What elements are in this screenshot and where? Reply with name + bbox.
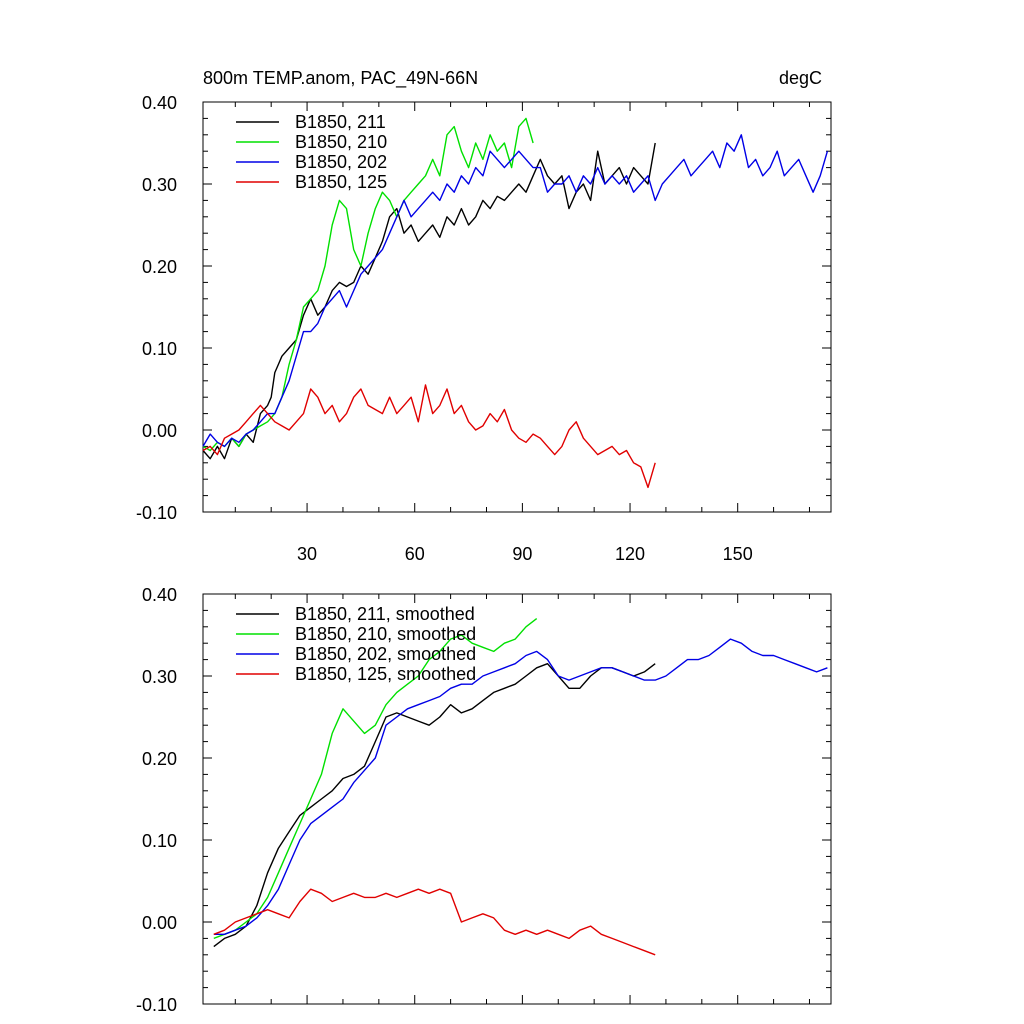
legend-label: B1850, 210, smoothed — [295, 624, 476, 644]
chart-title: 800m TEMP.anom, PAC_49N-66N — [203, 68, 478, 89]
y-tick-label: 0.10 — [142, 831, 177, 851]
legend-label: B1850, 202, smoothed — [295, 644, 476, 664]
bottom-panel: -0.10 0.00 0.10 0.20 0.30 0.40 B1850, 211, sm… — [136, 585, 832, 1015]
x-axis-bottom — [234, 594, 810, 1004]
y-tick-label: 0.20 — [142, 749, 177, 769]
y-tick-label: 0.20 — [142, 257, 177, 277]
series-group-top — [202, 117, 829, 489]
y-tick-label: -0.10 — [136, 995, 177, 1015]
x-tick-label: 120 — [615, 544, 645, 564]
legend-label: B1850, 125, smoothed — [295, 664, 476, 684]
x-axis-top: 30 60 90 120 150 — [234, 102, 810, 564]
legend-label: B1850, 125 — [295, 172, 387, 192]
legend-label: B1850, 211 — [295, 112, 386, 132]
y-tick-label: 0.10 — [142, 339, 177, 359]
series-line-0 — [213, 663, 656, 948]
y-axis-bottom: -0.10 0.00 0.10 0.20 0.30 0.40 — [136, 585, 831, 1015]
x-tick-label: 30 — [297, 544, 317, 564]
y-axis-top: -0.10 0.00 0.10 0.20 0.30 0.40 — [136, 93, 831, 523]
units-label: degC — [779, 68, 822, 88]
legend-label: B1850, 210 — [295, 132, 387, 152]
legend-label: B1850, 202 — [295, 152, 387, 172]
y-tick-label: 0.30 — [142, 175, 177, 195]
x-tick-label: 60 — [405, 544, 425, 564]
y-tick-label: 0.00 — [142, 913, 177, 933]
y-tick-label: 0.00 — [142, 421, 177, 441]
plot-frame-bottom — [202, 593, 832, 1005]
series-line-2 — [202, 134, 829, 448]
x-tick-label: 90 — [512, 544, 532, 564]
series-group-bottom — [213, 618, 828, 956]
series-line-1 — [202, 117, 534, 452]
series-line-3 — [213, 888, 656, 956]
y-tick-label: 0.30 — [142, 667, 177, 687]
series-line-1 — [213, 618, 538, 940]
top-panel: 800m TEMP.anom, PAC_49N-66N degC -0.10 0.… — [136, 68, 832, 564]
y-tick-label: -0.10 — [136, 503, 177, 523]
plot-frame-top — [202, 101, 832, 513]
x-tick-label: 150 — [723, 544, 753, 564]
legend-label: B1850, 211, smoothed — [295, 604, 475, 624]
y-tick-label: 0.40 — [142, 585, 177, 605]
y-tick-label: 0.40 — [142, 93, 177, 113]
series-line-0 — [202, 142, 656, 460]
series-line-3 — [202, 384, 656, 489]
series-line-2 — [213, 638, 828, 935]
